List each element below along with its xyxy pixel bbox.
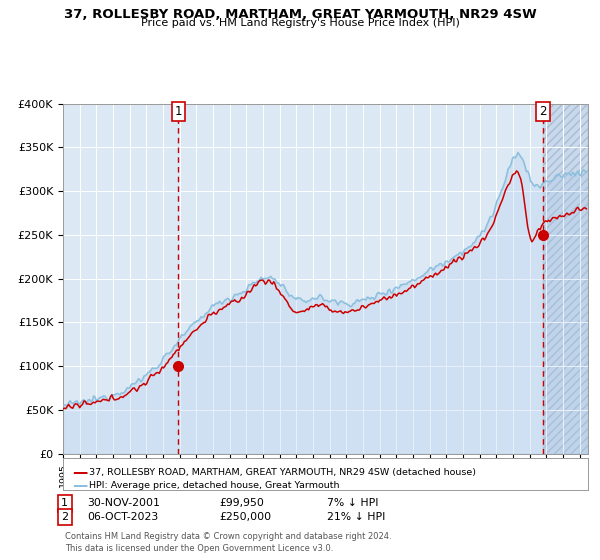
Bar	[543, 104, 588, 454]
Text: 2: 2	[539, 105, 547, 118]
Text: 37, ROLLESBY ROAD, MARTHAM, GREAT YARMOUTH, NR29 4SW: 37, ROLLESBY ROAD, MARTHAM, GREAT YARMOU…	[64, 8, 536, 21]
Text: —: —	[72, 465, 88, 480]
Text: HPI: Average price, detached house, Great Yarmouth: HPI: Average price, detached house, Grea…	[89, 481, 340, 490]
Text: 1: 1	[175, 105, 182, 118]
Text: 30-NOV-2001: 30-NOV-2001	[87, 498, 160, 508]
Text: —: —	[72, 478, 88, 493]
Text: £250,000: £250,000	[219, 512, 271, 522]
Text: 37, ROLLESBY ROAD, MARTHAM, GREAT YARMOUTH, NR29 4SW (detached house): 37, ROLLESBY ROAD, MARTHAM, GREAT YARMOU…	[89, 468, 476, 478]
Text: 06-OCT-2023: 06-OCT-2023	[87, 512, 158, 522]
Text: £99,950: £99,950	[219, 498, 264, 508]
Text: Price paid vs. HM Land Registry's House Price Index (HPI): Price paid vs. HM Land Registry's House …	[140, 18, 460, 29]
Text: 21% ↓ HPI: 21% ↓ HPI	[327, 512, 385, 522]
Text: 2: 2	[61, 512, 68, 522]
Bar	[543, 104, 588, 454]
Text: 7% ↓ HPI: 7% ↓ HPI	[327, 498, 379, 508]
Text: 1: 1	[61, 498, 68, 508]
Text: Contains HM Land Registry data © Crown copyright and database right 2024.
This d: Contains HM Land Registry data © Crown c…	[65, 532, 391, 553]
